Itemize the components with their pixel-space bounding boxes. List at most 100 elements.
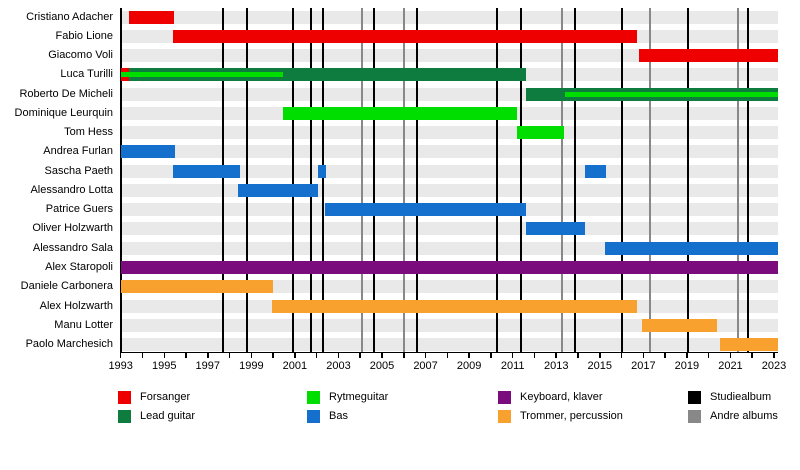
- axis-tick: [490, 351, 492, 358]
- axis-tick: [642, 351, 645, 358]
- axis-tick: [577, 351, 579, 358]
- member-row-stripe: [120, 145, 779, 159]
- album-line-studio: [520, 8, 523, 352]
- axis-tick: [403, 351, 405, 358]
- legend-label: Keyboard, klaver: [520, 391, 603, 403]
- timeline-bar-trommer: [272, 299, 637, 313]
- legend-label: Bas: [329, 410, 348, 422]
- album-line-studio: [686, 8, 689, 352]
- member-label: Oliver Holzwarth: [32, 222, 113, 235]
- timeline-bar-keyboard: [120, 261, 779, 274]
- timeline-bar-trommer: [719, 338, 779, 352]
- timeline-bar-bas: [525, 222, 585, 236]
- timeline-bar-trommer: [642, 318, 718, 332]
- timeline-bar-lead-guitar: [129, 68, 526, 82]
- member-label: Giacomo Voli: [48, 49, 113, 62]
- axis-tick: [228, 351, 231, 358]
- axis-tick: [337, 351, 340, 358]
- axis-tick: [446, 351, 449, 358]
- axis-tick: [250, 351, 253, 358]
- timeline-bar-rytmeguitar: [564, 91, 779, 97]
- timeline-bar-forsanger: [638, 49, 779, 63]
- member-label: Patrice Guers: [45, 203, 113, 216]
- axis-tick: [185, 351, 187, 358]
- timeline-bar-rytmeguitar: [120, 72, 283, 78]
- axis-tick: [555, 351, 557, 358]
- axis-tick-label: 1999: [239, 359, 264, 372]
- axis-tick-label: 2007: [413, 359, 438, 372]
- member-row-stripe: [120, 10, 779, 24]
- album-line-studio: [496, 8, 498, 352]
- album-line-studio: [291, 8, 294, 352]
- member-label: Fabio Lione: [55, 29, 114, 42]
- timeline-bar-trommer: [120, 280, 274, 294]
- axis-tick-label: 2009: [456, 359, 482, 372]
- axis-tick-label: 2005: [369, 359, 395, 372]
- album-line-studio: [245, 8, 248, 352]
- member-label: Luca Turilli: [60, 68, 113, 81]
- legend-label: Trommer, percussion: [520, 410, 623, 422]
- timeline-bar-rytmeguitar: [282, 106, 518, 120]
- axis-tick-label: 2011: [500, 359, 525, 372]
- axis-tick-label: 2017: [631, 359, 656, 372]
- member-row-stripe: [120, 183, 779, 197]
- legend-label: Andre albums: [710, 410, 778, 422]
- legend-label: Rytmeguitar: [329, 391, 389, 403]
- timeline-bar-bas: [584, 164, 607, 178]
- axis-tick-label: 2023: [761, 359, 787, 372]
- legend-swatch-lead-guitar: [118, 410, 131, 423]
- axis-tick-label: 2001: [282, 359, 308, 372]
- axis-tick: [620, 351, 623, 358]
- timeline-bar-bas: [238, 183, 318, 197]
- timeline-bar-bas: [120, 145, 176, 159]
- axis-tick-label: 2021: [718, 359, 743, 372]
- member-label: Cristiano Adacher: [26, 10, 113, 23]
- axis-tick-label: 1993: [108, 359, 133, 372]
- legend-swatch-forsanger: [118, 391, 131, 404]
- axis-tick: [599, 351, 601, 358]
- legend-swatch-bas: [307, 410, 320, 423]
- member-row-stripe: [120, 280, 779, 294]
- axis-tick: [533, 351, 536, 358]
- timeline-bar-forsanger: [129, 10, 175, 24]
- axis-tick: [707, 351, 710, 358]
- album-line-studio: [415, 8, 418, 352]
- timeline-bar-bas: [317, 164, 327, 178]
- y-axis-line: [119, 8, 122, 352]
- member-row-stripe: [120, 126, 779, 140]
- member-label: Tom Hess: [64, 126, 113, 139]
- axis-tick: [729, 351, 732, 358]
- member-label: Alessandro Lotta: [30, 183, 113, 196]
- member-row-stripe: [120, 222, 779, 236]
- axis-tick-label: 2003: [326, 359, 351, 372]
- timeline-bar-rytmeguitar: [517, 126, 564, 140]
- member-label: Manu Lotter: [54, 318, 113, 331]
- axis-tick: [294, 351, 296, 358]
- axis-tick: [315, 351, 318, 358]
- album-line-studio: [321, 8, 324, 352]
- axis-tick-label: 2015: [587, 359, 613, 372]
- axis-tick: [664, 351, 666, 358]
- member-row-stripe: [120, 318, 779, 332]
- axis-tick: [511, 351, 514, 358]
- axis-tick: [359, 351, 361, 358]
- album-line-studio: [747, 8, 750, 352]
- timeline-bar-forsanger: [172, 29, 637, 43]
- album-line-other: [736, 8, 739, 352]
- album-line-other: [402, 8, 405, 352]
- axis-tick: [272, 351, 274, 358]
- axis-tick: [207, 351, 209, 358]
- timeline-bar-bas: [325, 203, 526, 217]
- axis-tick: [141, 351, 144, 358]
- member-row-stripe: [120, 49, 779, 63]
- album-line-studio: [222, 8, 225, 352]
- member-row-stripe: [120, 164, 779, 178]
- member-label: Paolo Marchesich: [25, 338, 113, 351]
- album-line-studio: [372, 8, 375, 352]
- member-label: Alex Staropoli: [45, 261, 113, 273]
- axis-tick-label: 2013: [543, 359, 569, 372]
- x-axis-line: [119, 351, 779, 353]
- legend-swatch-rytmeguitar: [307, 391, 320, 404]
- axis-tick-label: 1995: [152, 359, 177, 372]
- legend-swatch-studio-album: [688, 391, 701, 404]
